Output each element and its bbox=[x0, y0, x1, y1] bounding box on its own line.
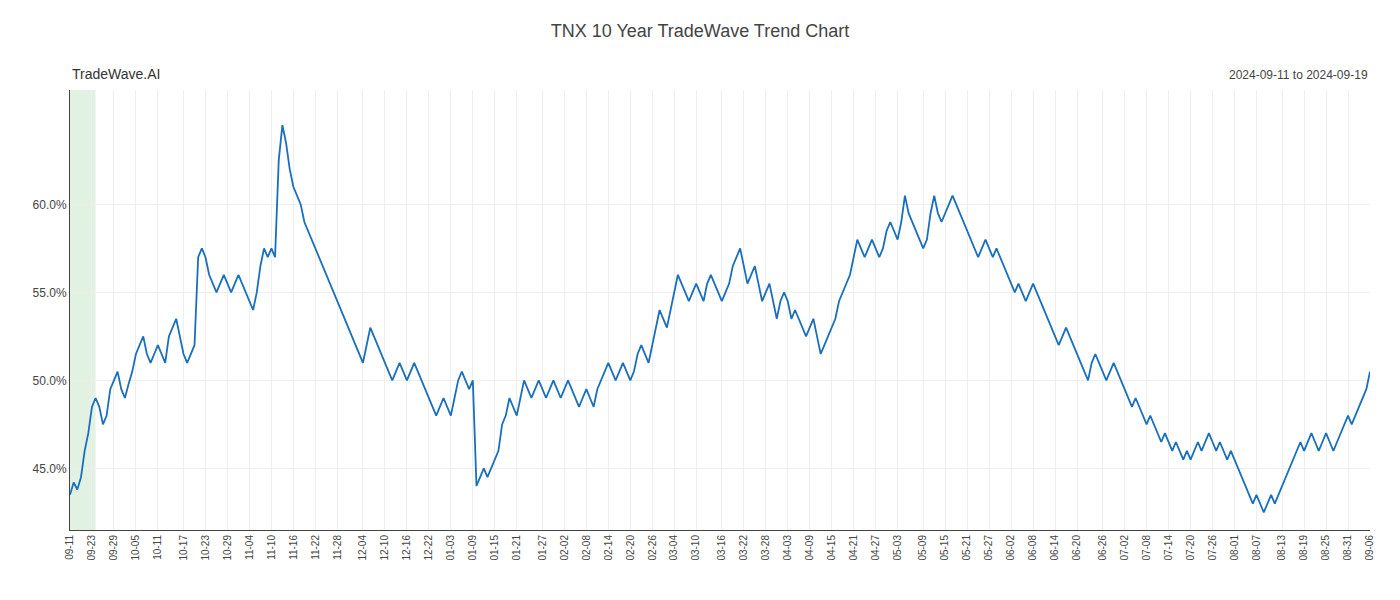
svg-text:06-08: 06-08 bbox=[1027, 535, 1038, 561]
svg-text:07-26: 07-26 bbox=[1207, 535, 1218, 561]
svg-text:08-01: 08-01 bbox=[1229, 535, 1240, 561]
svg-text:03-22: 03-22 bbox=[738, 535, 749, 561]
svg-text:55.0%: 55.0% bbox=[33, 286, 67, 300]
svg-text:08-07: 08-07 bbox=[1251, 535, 1262, 561]
svg-text:06-02: 06-02 bbox=[1005, 535, 1016, 561]
svg-text:09-11: 09-11 bbox=[64, 535, 75, 560]
svg-text:02-20: 02-20 bbox=[625, 535, 636, 561]
svg-text:10-23: 10-23 bbox=[200, 535, 211, 561]
svg-text:02-08: 02-08 bbox=[581, 535, 592, 561]
svg-text:2024-09-11 to 2024-09-19: 2024-09-11 to 2024-09-19 bbox=[1229, 68, 1368, 82]
svg-text:01-21: 01-21 bbox=[511, 535, 522, 561]
svg-text:03-28: 03-28 bbox=[760, 535, 771, 561]
svg-text:05-21: 05-21 bbox=[961, 535, 972, 561]
svg-text:09-29: 09-29 bbox=[108, 535, 119, 561]
svg-text:02-14: 02-14 bbox=[603, 535, 614, 561]
svg-text:03-16: 03-16 bbox=[716, 535, 727, 561]
svg-text:11-10: 11-10 bbox=[266, 535, 277, 560]
svg-text:60.0%: 60.0% bbox=[33, 198, 67, 212]
svg-text:10-11: 10-11 bbox=[152, 535, 163, 560]
svg-text:05-15: 05-15 bbox=[939, 535, 950, 561]
svg-text:04-15: 04-15 bbox=[826, 535, 837, 561]
svg-text:02-02: 02-02 bbox=[559, 535, 570, 561]
svg-text:01-27: 01-27 bbox=[537, 535, 548, 561]
svg-text:10-17: 10-17 bbox=[178, 535, 189, 561]
svg-text:12-04: 12-04 bbox=[357, 535, 368, 561]
svg-text:01-03: 01-03 bbox=[445, 535, 456, 561]
svg-text:06-20: 06-20 bbox=[1071, 535, 1082, 561]
svg-text:07-14: 07-14 bbox=[1163, 535, 1174, 561]
svg-text:12-10: 12-10 bbox=[379, 535, 390, 561]
svg-text:08-31: 08-31 bbox=[1342, 535, 1353, 561]
svg-text:10-29: 10-29 bbox=[222, 535, 233, 561]
svg-text:11-16: 11-16 bbox=[288, 535, 299, 560]
svg-text:11-04: 11-04 bbox=[244, 535, 255, 560]
svg-text:06-14: 06-14 bbox=[1049, 535, 1060, 561]
svg-text:50.0%: 50.0% bbox=[33, 374, 67, 388]
svg-text:45.0%: 45.0% bbox=[33, 462, 67, 476]
svg-text:TNX 10 Year TradeWave Trend Ch: TNX 10 Year TradeWave Trend Chart bbox=[551, 21, 850, 41]
svg-text:06-26: 06-26 bbox=[1097, 535, 1108, 561]
svg-text:11-22: 11-22 bbox=[310, 535, 321, 560]
svg-text:07-02: 07-02 bbox=[1119, 535, 1130, 561]
svg-text:07-08: 07-08 bbox=[1141, 535, 1152, 561]
svg-text:12-22: 12-22 bbox=[423, 535, 434, 561]
svg-text:12-16: 12-16 bbox=[401, 535, 412, 561]
svg-text:04-09: 04-09 bbox=[804, 535, 815, 561]
svg-text:10-05: 10-05 bbox=[130, 535, 141, 561]
svg-text:11-28: 11-28 bbox=[332, 535, 343, 560]
svg-text:07-20: 07-20 bbox=[1185, 535, 1196, 561]
svg-text:09-23: 09-23 bbox=[86, 535, 97, 561]
svg-text:08-13: 08-13 bbox=[1276, 535, 1287, 561]
svg-text:02-26: 02-26 bbox=[647, 535, 658, 561]
svg-text:09-06: 09-06 bbox=[1364, 535, 1375, 561]
svg-text:03-04: 03-04 bbox=[668, 535, 679, 561]
svg-text:04-03: 04-03 bbox=[782, 535, 793, 561]
svg-text:01-15: 01-15 bbox=[489, 535, 500, 561]
svg-text:04-21: 04-21 bbox=[848, 535, 859, 561]
svg-text:08-19: 08-19 bbox=[1298, 535, 1309, 561]
svg-text:05-09: 05-09 bbox=[917, 535, 928, 561]
svg-text:05-03: 05-03 bbox=[892, 535, 903, 561]
svg-text:08-25: 08-25 bbox=[1320, 535, 1331, 561]
svg-text:04-27: 04-27 bbox=[870, 535, 881, 561]
svg-text:03-10: 03-10 bbox=[690, 535, 701, 561]
svg-text:05-27: 05-27 bbox=[983, 535, 994, 561]
svg-text:TradeWave.AI: TradeWave.AI bbox=[72, 66, 160, 82]
svg-text:01-09: 01-09 bbox=[467, 535, 478, 561]
